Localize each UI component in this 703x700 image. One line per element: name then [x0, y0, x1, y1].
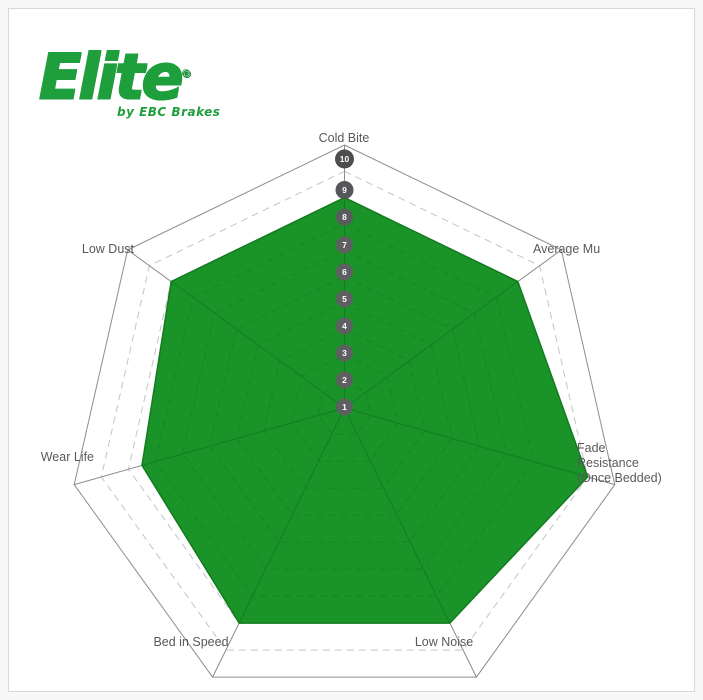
scale-badge-9-circle — [335, 181, 354, 199]
scale-badge-5-circle — [336, 290, 353, 308]
radar-series-elite — [141, 196, 589, 624]
axis-label-average-mu: Average Mu — [533, 242, 601, 256]
radar-chart: 10 9 8 7 6 5 4 3 2 — [9, 9, 696, 693]
scale-badge-6-circle — [336, 263, 353, 281]
spoke-overlay-fade-resistance — [344, 407, 588, 478]
grid-overlay-7 — [154, 223, 535, 597]
scale-badge-10-label: 10 — [340, 154, 350, 164]
elite-logo: Elite® by EBC Brakes — [38, 43, 254, 128]
grid-ring-10 — [73, 144, 616, 678]
grid-overlay-6 — [182, 249, 507, 570]
axis-label-fade-resistance: Fade Resistance (Once Bedded) — [577, 441, 697, 486]
grid-overlay-3 — [263, 328, 426, 489]
axis-label-cold-bite: Cold Bite — [318, 131, 370, 145]
scale-badge-7-circle — [336, 236, 353, 254]
chart-panel: Elite® by EBC Brakes — [8, 8, 695, 692]
grid-ring-9 — [100, 170, 589, 651]
scale-badge-4-label: 4 — [342, 321, 347, 331]
grid-overlay-5 — [209, 275, 480, 543]
grid-rings-overlay — [154, 223, 535, 597]
axis-label-wear-life: Wear Life — [40, 450, 94, 464]
axis-label-low-dust: Low Dust — [81, 242, 134, 256]
axis-label-bed-in-speed: Bed in Speed — [153, 635, 229, 649]
axis-label-fade-line1: Fade — [577, 441, 606, 455]
logo-subtitle: by EBC Brakes — [117, 105, 221, 119]
scale-badges: 10 9 8 7 6 5 4 3 2 — [335, 149, 354, 416]
scale-badge-3-label: 3 — [342, 348, 347, 358]
scale-badge-3-circle — [336, 344, 353, 362]
grid-overlay-4 — [236, 302, 453, 516]
radar-chart-svg: 10 9 8 7 6 5 4 3 2 — [73, 144, 616, 678]
grid-overlay-1 — [317, 381, 372, 435]
scale-badge-10-circle — [335, 149, 354, 169]
grid-overlay-2 — [290, 354, 399, 462]
axis-label-fade-line2: Resistance — [577, 456, 639, 470]
logo-trademark-icon: ® — [180, 67, 192, 80]
scale-badge-7-label: 7 — [342, 240, 347, 250]
scale-badge-2-circle — [336, 371, 353, 389]
scale-badge-6-label: 6 — [342, 267, 347, 277]
spoke-overlay-wear-life — [141, 407, 345, 466]
axis-label-low-noise: Low Noise — [414, 635, 474, 649]
scale-badge-8-label: 8 — [342, 212, 347, 222]
scale-badge-5-label: 5 — [342, 294, 347, 304]
scale-badge-1-label: 1 — [342, 402, 347, 412]
scale-badge-1-circle — [336, 398, 353, 416]
logo-wordmark-text: Elite — [38, 40, 185, 114]
scale-badge-2-label: 2 — [342, 375, 347, 385]
axis-label-fade-sublabel: (Once Bedded) — [577, 471, 662, 485]
scale-badge-4-circle — [336, 317, 353, 335]
logo-wordmark: Elite® — [38, 43, 254, 109]
scale-badge-8-circle — [336, 208, 353, 226]
spoke-overlay-low-noise — [344, 407, 451, 624]
spoke-overlay-bed-in-speed — [238, 407, 345, 624]
scale-badge-9-label: 9 — [342, 185, 347, 195]
